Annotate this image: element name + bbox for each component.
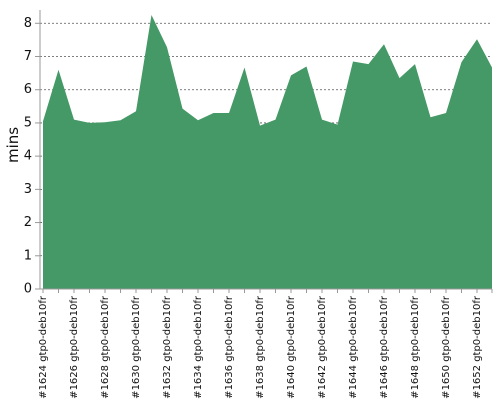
x-tick-label: #1632 gtp0-deb10fr	[162, 295, 173, 399]
x-tick-label: #1650 gtp0-deb10fr	[441, 295, 452, 399]
x-tick-label: #1636 gtp0-deb10fr	[224, 295, 235, 399]
x-tick-label: #1652 gtp0-deb10fr	[472, 295, 483, 399]
y-tick-label: 6	[24, 82, 32, 97]
y-axis-label: mins	[4, 127, 22, 163]
y-tick-label: 5	[24, 115, 32, 130]
y-tick-label: 3	[24, 182, 32, 197]
x-tick-label: #1640 gtp0-deb10fr	[286, 295, 297, 399]
x-tick-label: #1638 gtp0-deb10fr	[255, 295, 266, 399]
y-tick-label: 1	[24, 248, 32, 263]
y-tick-label: 0	[24, 282, 32, 297]
x-tick-label: #1648 gtp0-deb10fr	[410, 295, 421, 399]
area	[43, 14, 492, 289]
x-tick-label: #1642 gtp0-deb10fr	[317, 295, 328, 399]
y-tick-label: 7	[24, 49, 32, 64]
y-tick-label: 8	[24, 16, 32, 31]
y-tick-label: 2	[24, 215, 32, 230]
x-tick-label: #1646 gtp0-deb10fr	[379, 295, 390, 399]
x-tick-label: #1628 gtp0-deb10fr	[100, 295, 111, 399]
y-tick-label: 4	[24, 149, 32, 164]
x-tick-label: #1634 gtp0-deb10fr	[193, 295, 204, 399]
x-tick-label: #1626 gtp0-deb10fr	[69, 295, 80, 399]
x-tick-label: #1630 gtp0-deb10fr	[131, 295, 142, 399]
x-tick-label: #1624 gtp0-deb10fr	[38, 295, 49, 399]
x-tick-label: #1644 gtp0-deb10fr	[348, 295, 359, 399]
